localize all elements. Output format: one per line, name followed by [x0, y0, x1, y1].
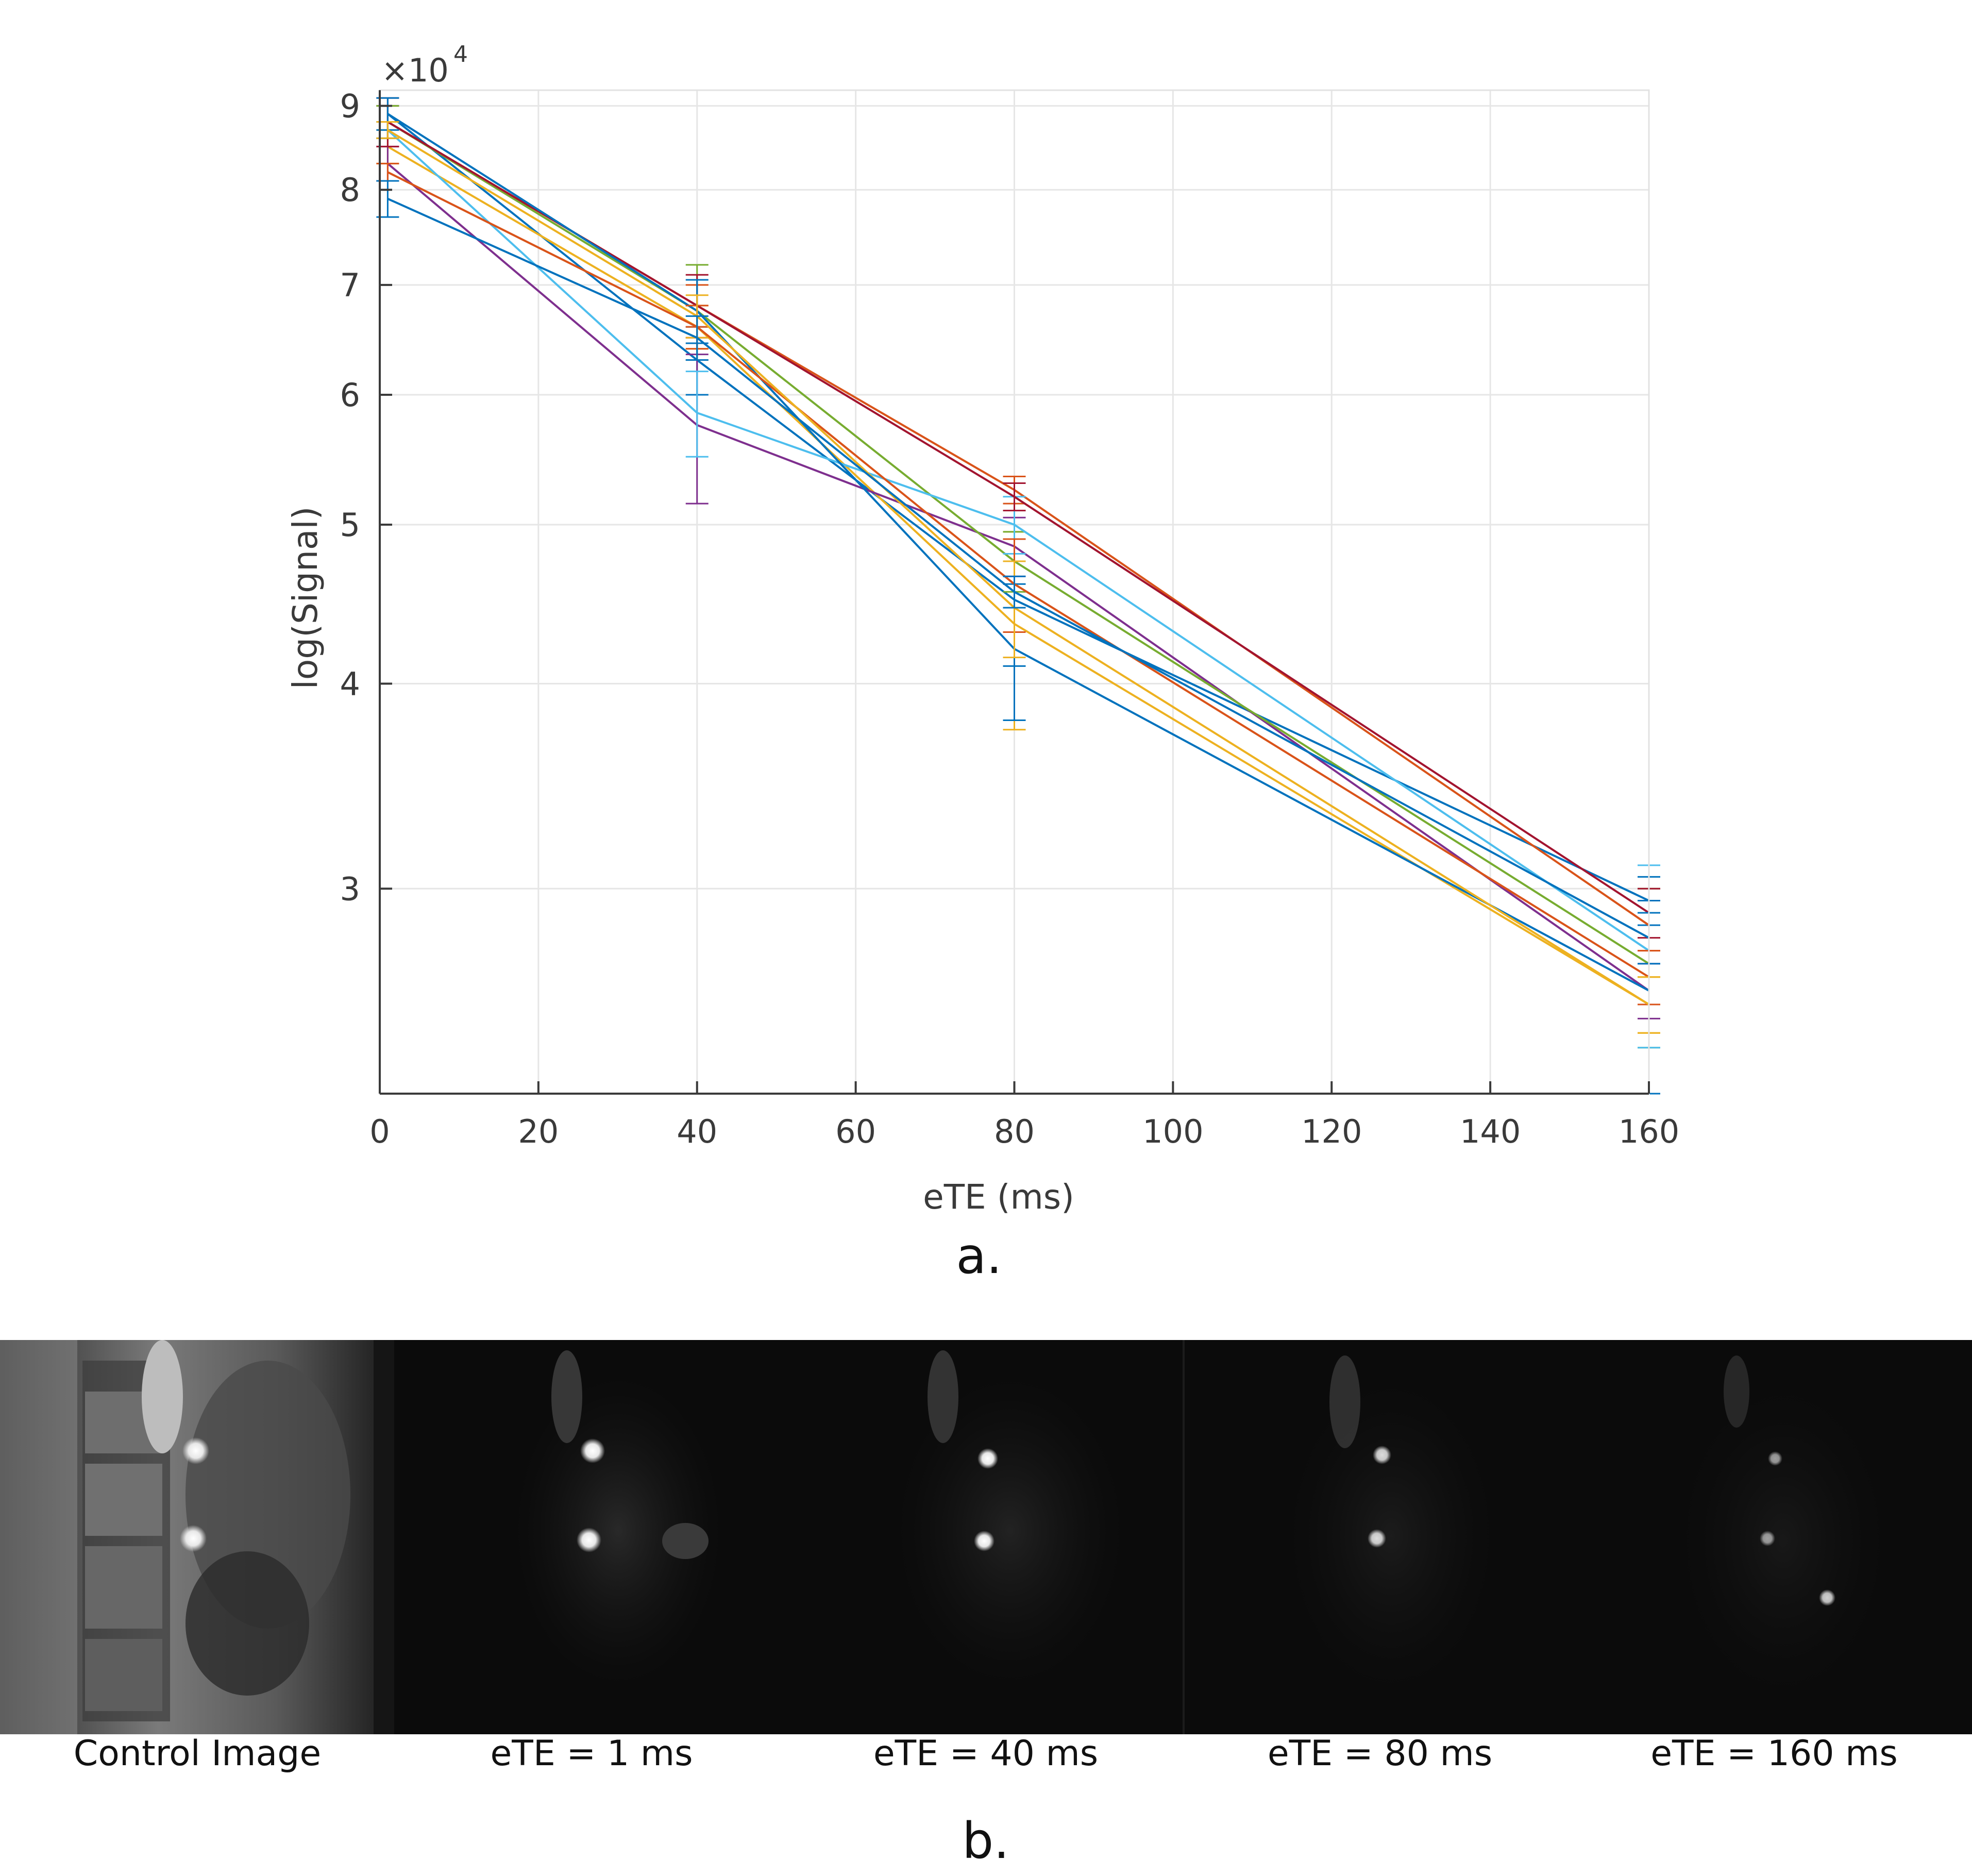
y-axis-title: log(Signal) — [285, 507, 325, 690]
x-tick-label: 160 — [1619, 1113, 1679, 1150]
series-line — [387, 145, 1650, 1006]
series-layer — [376, 97, 1660, 1095]
caption-ete-40ms: eTE = 40 ms — [873, 1733, 1098, 1774]
series-line — [387, 197, 1649, 939]
series-line — [387, 129, 1650, 952]
signal-decay-chart: 0 20 40 60 80 100 120 140 160 3 4 5 6 7 8 9 ×10 4 eTE … — [285, 41, 1679, 1217]
caption-ete-1ms: eTE = 1 ms — [490, 1733, 693, 1774]
series-line — [387, 113, 1649, 992]
exponent-power: 4 — [453, 41, 468, 68]
mri-image-strip — [0, 1340, 1972, 1734]
y-tick-label: 6 — [340, 376, 360, 414]
caption-ete-80ms: eTE = 80 ms — [1268, 1733, 1492, 1774]
x-tick-label: 20 — [518, 1113, 559, 1150]
x-tick-label: 80 — [994, 1113, 1035, 1150]
series-line — [387, 129, 1650, 1006]
axes — [379, 89, 1650, 1095]
caption-ete-160ms: eTE = 160 ms — [1650, 1733, 1898, 1774]
series-line — [387, 121, 1650, 914]
mri-control-image — [0, 1340, 394, 1734]
y-tick-labels: 3 4 5 6 7 8 9 — [340, 87, 360, 908]
mri-ete-1ms-image — [515, 1350, 721, 1685]
x-tick-label: 140 — [1460, 1113, 1521, 1150]
y-tick-label: 7 — [340, 266, 360, 304]
y-tick-label: 5 — [340, 506, 360, 544]
x-tick-labels: 0 20 40 60 80 100 120 140 160 — [369, 1113, 1679, 1150]
y-tick-label: 9 — [340, 87, 360, 125]
x-tick-label: 120 — [1301, 1113, 1362, 1150]
y-tick-label: 8 — [340, 171, 360, 209]
mri-ete-80ms-image — [1183, 1340, 1494, 1734]
x-tick-label: 40 — [677, 1113, 717, 1150]
caption-control-image: Control Image — [74, 1733, 321, 1774]
mri-ete-160ms-image — [1680, 1355, 1886, 1696]
exponent-label: ×10 — [381, 52, 449, 89]
x-tick-label: 100 — [1142, 1113, 1203, 1150]
panel-a-label: a. — [956, 1227, 1002, 1285]
mri-ete-40ms-image — [897, 1350, 1123, 1685]
series-line — [387, 162, 1650, 992]
panel-b-label: b. — [962, 1812, 1009, 1870]
x-tick-label: 60 — [835, 1113, 876, 1150]
series-line — [387, 171, 1650, 978]
y-tick-label: 4 — [340, 665, 360, 703]
x-tick-label: 0 — [369, 1113, 390, 1150]
mri-captions: Control Image eTE = 1 ms eTE = 40 ms eTE… — [74, 1733, 1898, 1774]
y-tick-label: 3 — [340, 870, 360, 908]
series-line — [387, 121, 1650, 965]
x-axis-title: eTE (ms) — [923, 1177, 1074, 1217]
